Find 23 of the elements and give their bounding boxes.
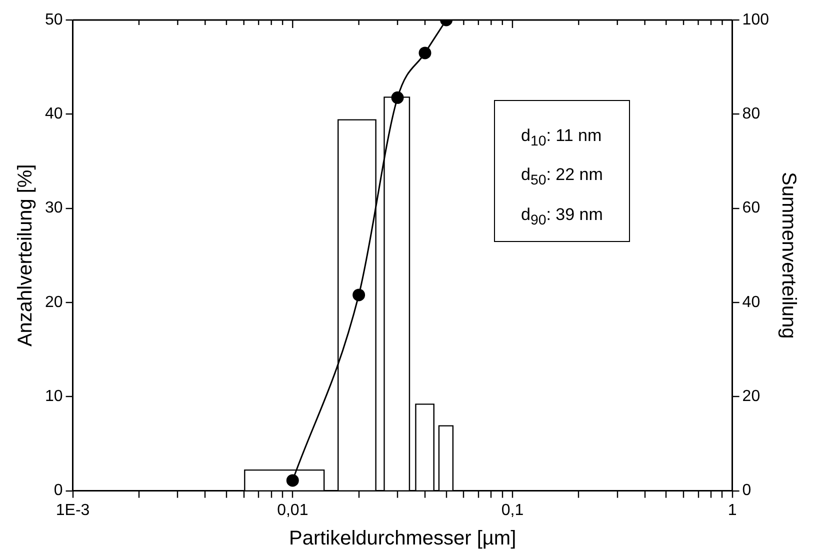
y-axis-title: Anzahlverteilung [%] <box>14 164 37 347</box>
x-axis-title: Partikeldurchmesser [µm] <box>288 528 516 550</box>
y2-tick-label: 60 <box>742 200 760 217</box>
y2-tick-label: 20 <box>742 388 760 406</box>
x-tick-label: 0,01 <box>277 502 308 519</box>
y2-axis-title: Summenverteilung <box>777 172 800 339</box>
y-tick-label: 50 <box>45 11 63 28</box>
y2-tick-label: 80 <box>742 106 760 123</box>
annotation: d$_{10}$: 11 nm <box>521 125 603 152</box>
y-tick-label: 20 <box>45 294 63 311</box>
annotation: d$_{50}$: 22 nm <box>521 164 604 191</box>
x-tick-label: 1E-3 <box>56 502 90 519</box>
annotation: d$_{90}$: 39 nm <box>521 204 604 230</box>
x-tick-label: 1 <box>728 502 737 519</box>
note-box: d$_{10}$: 11 nm d$_{50}$: 22 nm d$_{90}$: 39 nm <box>494 100 630 242</box>
y-tick-label: 0 <box>54 482 63 500</box>
y2-tick-label: 0 <box>742 482 752 500</box>
y-tick-label: 10 <box>45 388 63 406</box>
y2-tick-label: 40 <box>742 294 760 311</box>
y-tick-label: 30 <box>45 200 63 217</box>
y-tick-label: 40 <box>45 106 63 123</box>
y2-tick-label: 100 <box>742 11 770 28</box>
x-tick-label: 0,1 <box>501 502 524 519</box>
